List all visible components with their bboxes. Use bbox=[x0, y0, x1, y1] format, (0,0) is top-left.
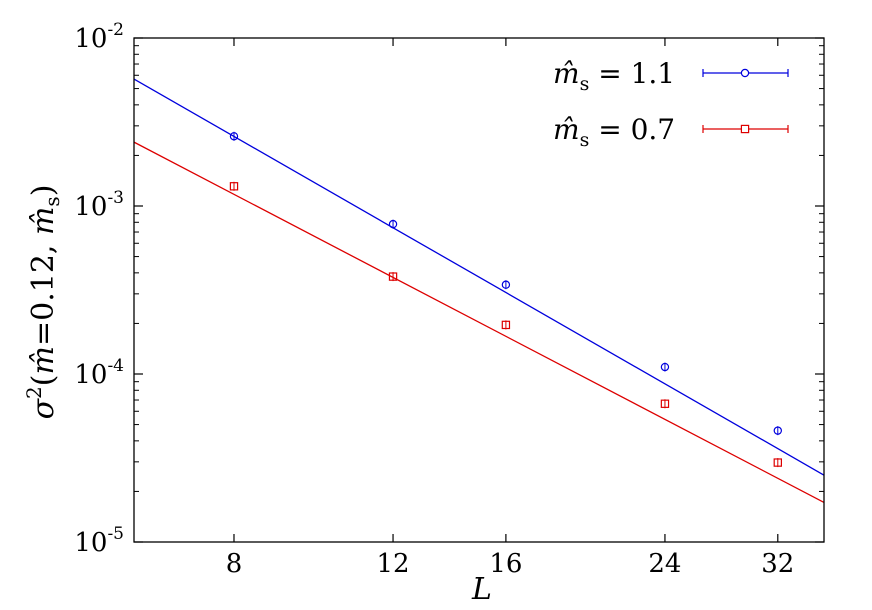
y-axis-label: σ2(m̂=0.12, m̂s) bbox=[22, 185, 64, 420]
x-tick-label: 12 bbox=[376, 549, 409, 579]
data-point-square bbox=[229, 182, 239, 191]
data-point-square bbox=[501, 320, 511, 330]
plot-frame bbox=[133, 37, 825, 543]
legend-marker-square bbox=[740, 124, 750, 134]
x-tick-label: 16 bbox=[489, 549, 522, 579]
legend-marker-circle bbox=[740, 68, 750, 78]
data-point-circle bbox=[660, 362, 670, 372]
x-axis-label: L bbox=[471, 572, 492, 607]
data-point-circle bbox=[501, 280, 511, 289]
legend: m̂s = 1.1 m̂s = 0.7 bbox=[553, 57, 789, 151]
x-tick-label: 8 bbox=[226, 549, 243, 579]
x-axis-ticks: 8 12 16 24 32 bbox=[226, 38, 794, 579]
data-point-square bbox=[388, 272, 398, 281]
y-tick-label: 10-3 bbox=[74, 188, 124, 222]
data-point-circle bbox=[773, 426, 782, 435]
x-tick-label: 32 bbox=[761, 549, 794, 579]
data-point-square bbox=[660, 399, 670, 408]
y-tick-label: 10-4 bbox=[74, 356, 124, 390]
x-tick-label: 24 bbox=[648, 549, 681, 579]
fit-lines bbox=[133, 78, 825, 504]
y-tick-label: 10-5 bbox=[74, 524, 124, 558]
data-point-circle bbox=[388, 219, 398, 229]
y-axis-ticks: 10-5 10-4 10-3 10-2 bbox=[74, 20, 824, 558]
legend-label-series-2: m̂s = 0.7 bbox=[553, 113, 675, 151]
data-point-circle bbox=[229, 132, 239, 141]
legend-label-series-1: m̂s = 1.1 bbox=[553, 57, 675, 95]
data-points bbox=[229, 131, 782, 468]
data-point-square bbox=[773, 458, 782, 467]
y-tick-label: 10-2 bbox=[74, 20, 124, 54]
fit-line-series-1 bbox=[133, 78, 825, 476]
fit-line-series-2 bbox=[133, 141, 825, 504]
